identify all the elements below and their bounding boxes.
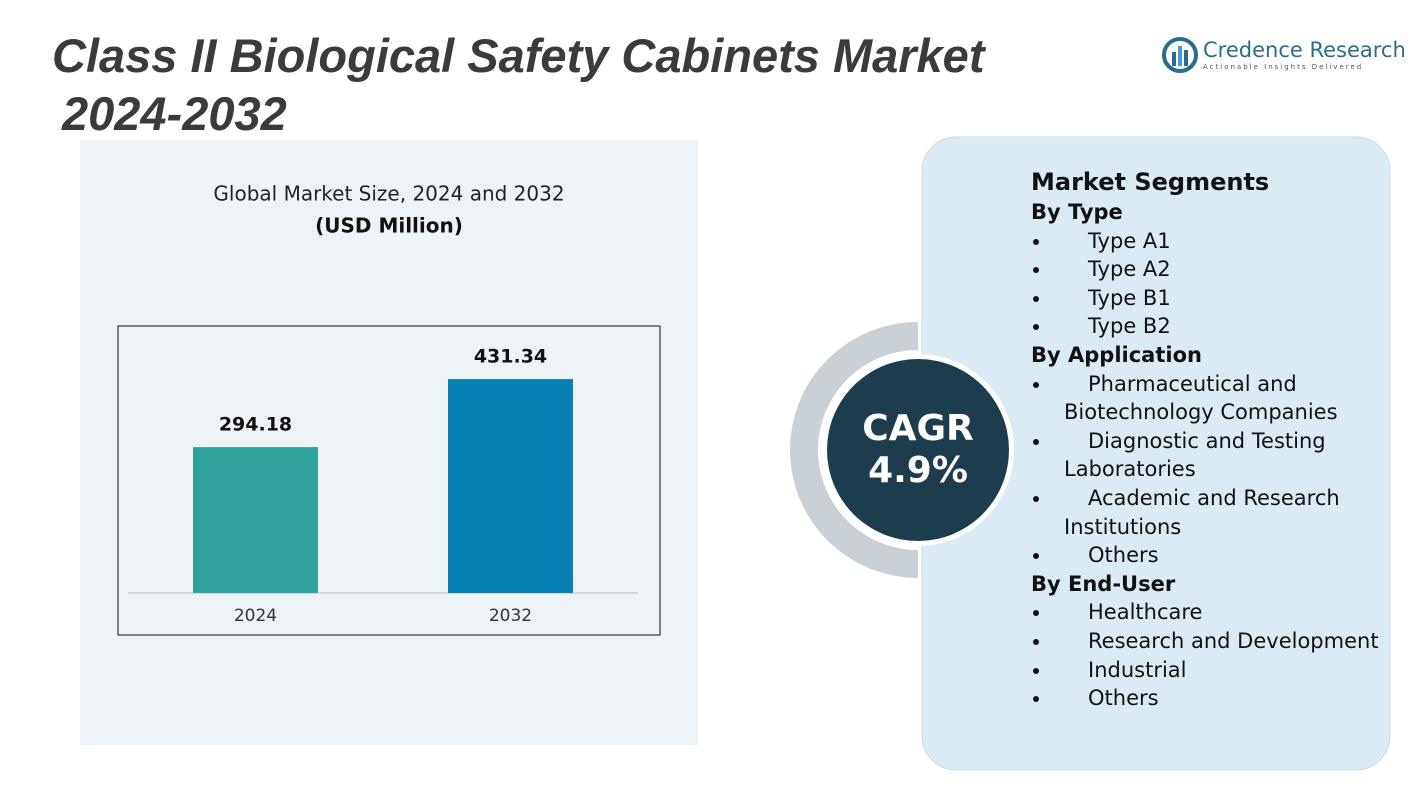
x-tick-label: 2024 [234, 606, 277, 626]
segment-item: Academic and Research Institutions [1031, 484, 1386, 541]
logo-icon [1162, 37, 1198, 73]
segment-heading: By Application [1031, 342, 1202, 367]
plot: 2024 294.18 2032 431.34 [193, 346, 573, 626]
segment-item: Type B1 [1031, 284, 1386, 313]
bar [193, 447, 318, 593]
bullet [1033, 438, 1039, 445]
bullet [1033, 381, 1039, 388]
segments-title: Market Segments [1031, 168, 1270, 196]
bullet [1033, 324, 1039, 331]
segments: Market Segments By Type Type A1 Type A2 Typ… [1031, 166, 1386, 713]
x-tick-label: 2032 [489, 606, 532, 626]
title: Class II Biological Safety Cabinets Mark… [52, 29, 985, 82]
segment-item: Type A1 [1031, 227, 1386, 256]
segment-item: Type A2 [1031, 255, 1386, 284]
segment-item: Others [1031, 541, 1386, 570]
bullet [1033, 553, 1039, 560]
bullet [1033, 610, 1039, 617]
chart-title: Global Market Size, 2024 and 2032 [213, 182, 564, 206]
segment-heading: By Type [1031, 200, 1123, 224]
segment-item: Industrial [1031, 656, 1386, 685]
bullet [1033, 267, 1039, 274]
cagr-circle [827, 359, 1009, 541]
bullet [1033, 495, 1039, 502]
value-label: 294.18 [219, 414, 292, 436]
chart-subtitle: (USD Million) [315, 214, 463, 238]
plot-frame [117, 325, 661, 636]
cagr-ring [790, 322, 918, 578]
bullet [1033, 696, 1039, 703]
bar [448, 379, 573, 593]
segment-item: Type B2 [1031, 312, 1386, 341]
cagr-label: CAGR [862, 408, 974, 449]
bullet [1033, 638, 1039, 645]
cagr-value: 4.9% [868, 450, 968, 491]
bullet [1033, 667, 1039, 674]
chart-panel [80, 140, 698, 745]
segment-item: Diagnostic and Testing Laboratories [1031, 427, 1386, 484]
title-years: 2024-2032 [62, 87, 287, 140]
segment-item: Research and Development [1031, 627, 1386, 656]
segment-item: Pharmaceutical and Biotechnology Compani… [1031, 370, 1386, 427]
bullet [1033, 295, 1039, 302]
segment-item: Healthcare [1031, 598, 1386, 627]
logo-name: Credence Research [1203, 38, 1406, 62]
value-label: 431.34 [474, 346, 547, 368]
bullet [1033, 238, 1039, 245]
logo-tagline: Actionable Insights Delivered [1203, 63, 1363, 71]
segment-heading: By End-User [1031, 571, 1176, 596]
segment-item: Others [1031, 684, 1386, 713]
